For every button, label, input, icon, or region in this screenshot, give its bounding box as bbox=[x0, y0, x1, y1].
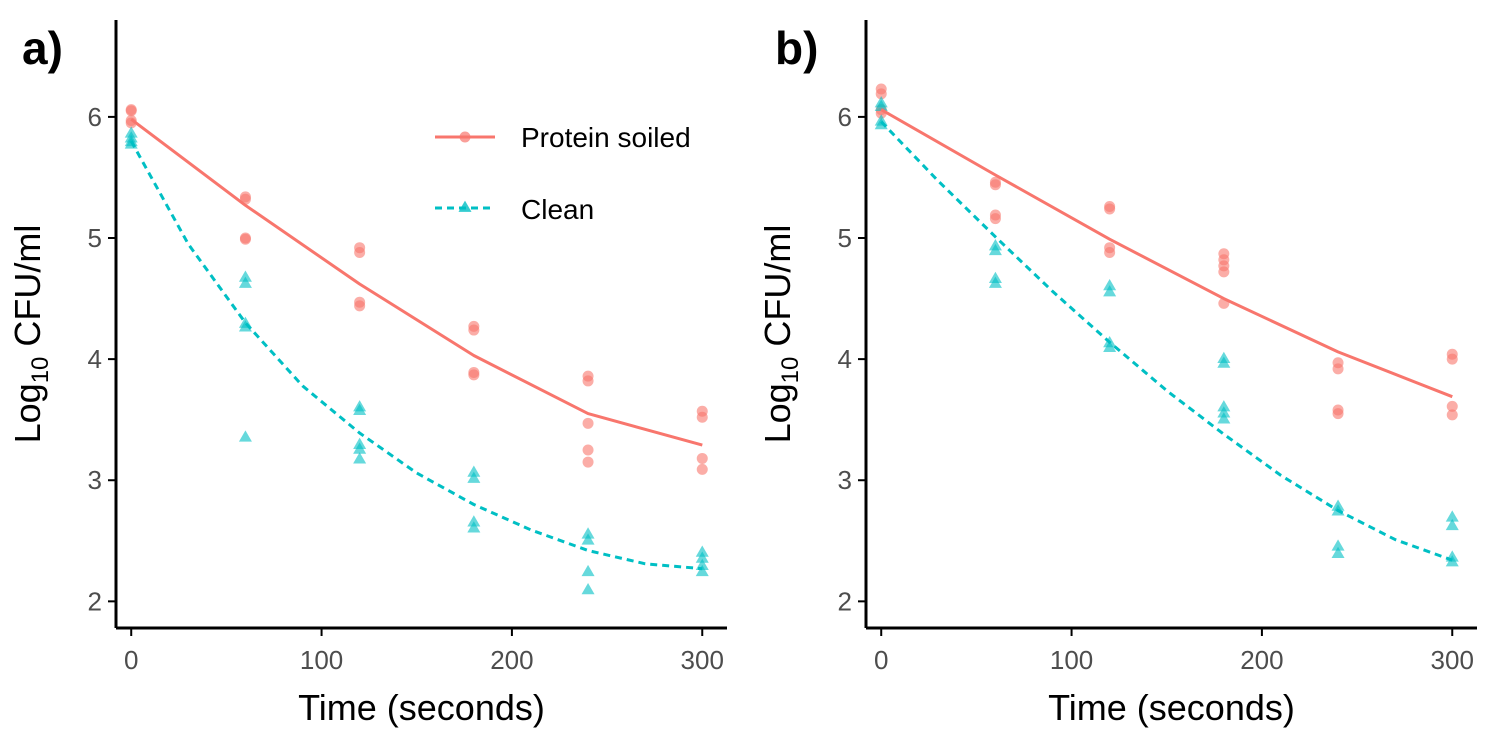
fit-line-protein-b bbox=[880, 108, 1453, 399]
point-clean-b bbox=[1217, 400, 1231, 412]
panel-b: 2 3 4 5 6 0 100 200 300 Time (seconds) Log10 CFU/m… bbox=[757, 20, 1477, 728]
x-tick-label-a: 100 bbox=[300, 645, 343, 675]
y-tick-label-b: 4 bbox=[838, 344, 852, 374]
point-protein-b bbox=[1446, 353, 1458, 365]
point-protein-a bbox=[696, 463, 708, 475]
legend-marker-protein bbox=[459, 131, 471, 143]
x-tick-label-a: 200 bbox=[490, 645, 533, 675]
x-axis-title-b: Time (seconds) bbox=[1048, 687, 1295, 728]
point-clean-a bbox=[467, 465, 481, 477]
x-tick-label-b: 200 bbox=[1240, 645, 1283, 675]
point-protein-a bbox=[696, 411, 708, 423]
y-tick-label-a: 6 bbox=[88, 102, 102, 132]
point-clean-a bbox=[353, 442, 367, 454]
point-clean-b bbox=[988, 276, 1002, 288]
y-tick-label-a: 3 bbox=[88, 465, 102, 495]
point-clean-b bbox=[874, 99, 888, 112]
point-protein-a bbox=[354, 300, 366, 312]
point-clean-a bbox=[353, 452, 367, 464]
point-protein-b bbox=[1446, 409, 1458, 421]
point-clean-a bbox=[581, 564, 595, 577]
point-clean-a bbox=[238, 276, 252, 288]
point-clean-a bbox=[581, 583, 595, 595]
point-protein-a bbox=[468, 324, 480, 336]
point-protein-b bbox=[989, 179, 1001, 191]
point-clean-b bbox=[1331, 539, 1345, 551]
point-clean-a bbox=[467, 515, 481, 527]
point-protein-b bbox=[875, 88, 887, 100]
point-clean-b bbox=[1217, 412, 1231, 424]
point-clean-b bbox=[988, 243, 1002, 256]
point-protein-b bbox=[1104, 247, 1116, 259]
point-protein-a bbox=[239, 233, 251, 245]
point-clean-a bbox=[238, 270, 252, 282]
point-protein-b bbox=[1446, 400, 1458, 412]
panel-a: 2 3 4 5 6 0 100 200 300 Time (seconds) Log10 CFU/m… bbox=[7, 20, 727, 728]
point-protein-a bbox=[125, 105, 137, 117]
y-tick-label-a: 2 bbox=[88, 586, 102, 616]
point-protein-b bbox=[1218, 266, 1230, 278]
x-tick-label-a: 0 bbox=[124, 645, 138, 675]
point-clean-b bbox=[1217, 406, 1231, 418]
point-protein-a bbox=[582, 417, 594, 429]
panel-label-b: b) bbox=[775, 22, 818, 74]
y-tick-label-b: 3 bbox=[838, 465, 852, 495]
x-tick-label-b: 0 bbox=[874, 645, 888, 675]
y-axis-title-a: Log10 CFU/ml bbox=[7, 225, 54, 444]
fit-line-clean-b bbox=[880, 120, 1453, 562]
point-clean-b bbox=[1445, 518, 1459, 531]
point-clean-b bbox=[1103, 340, 1117, 353]
point-protein-a bbox=[354, 247, 366, 259]
fit-line-protein-a bbox=[130, 118, 703, 447]
legend-label-clean: Clean bbox=[521, 194, 594, 225]
y-tick-label-a: 4 bbox=[88, 344, 102, 374]
point-clean-a bbox=[695, 551, 709, 563]
point-clean-b bbox=[1217, 356, 1231, 368]
y-axis-title-b: Log10 CFU/ml bbox=[757, 225, 804, 444]
panel-label-a: a) bbox=[22, 22, 63, 74]
legend: Protein soiled Clean bbox=[435, 122, 691, 225]
fit-line-clean-a bbox=[129, 140, 703, 571]
legend-label-protein: Protein soiled bbox=[521, 122, 691, 153]
y-tick-label-b: 6 bbox=[838, 102, 852, 132]
point-protein-b bbox=[1332, 408, 1344, 420]
point-clean-a bbox=[695, 564, 709, 577]
point-clean-a bbox=[581, 527, 595, 539]
point-clean-b bbox=[1445, 555, 1459, 567]
x-tick-label-b: 300 bbox=[1431, 645, 1474, 675]
point-protein-a bbox=[582, 444, 594, 456]
y-tick-label-b: 5 bbox=[838, 223, 852, 253]
x-tick-label-a: 300 bbox=[681, 645, 724, 675]
point-clean-b bbox=[1103, 279, 1117, 291]
point-clean-a bbox=[467, 521, 481, 533]
point-clean-b bbox=[1445, 510, 1459, 522]
point-protein-a bbox=[582, 456, 594, 468]
point-clean-b bbox=[1103, 285, 1117, 297]
point-protein-a bbox=[582, 375, 594, 387]
point-protein-b bbox=[1332, 363, 1344, 375]
x-tick-label-b: 100 bbox=[1050, 645, 1093, 675]
point-protein-b bbox=[1104, 203, 1116, 215]
point-clean-a bbox=[695, 545, 709, 557]
y-tick-label-a: 5 bbox=[88, 223, 102, 253]
point-clean-a bbox=[467, 471, 481, 483]
point-protein-a bbox=[696, 452, 708, 464]
point-protein-a bbox=[468, 369, 480, 381]
point-clean-a bbox=[581, 533, 595, 545]
y-tick-label-b: 2 bbox=[838, 586, 852, 616]
point-clean-a bbox=[238, 430, 252, 442]
legend-marker-clean bbox=[458, 200, 472, 212]
point-protein-b bbox=[989, 213, 1001, 225]
point-clean-b bbox=[1331, 546, 1345, 558]
point-clean-a bbox=[353, 403, 367, 416]
x-axis-title-a: Time (seconds) bbox=[298, 687, 545, 728]
